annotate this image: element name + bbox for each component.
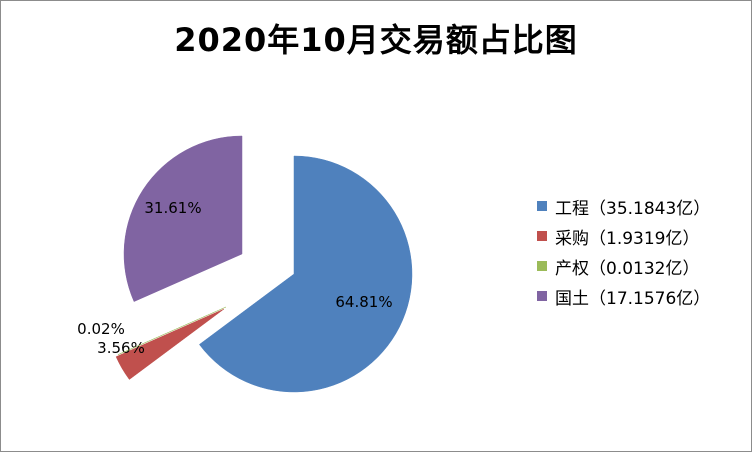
chart-title: 2020年10月交易额占比图 <box>174 21 578 59</box>
pie-slice-采购 <box>115 308 225 380</box>
slice-label-采购: 3.56% <box>97 339 145 357</box>
legend-swatch <box>537 261 547 271</box>
legend-swatch <box>537 201 547 211</box>
slice-label-工程: 64.81% <box>335 293 392 311</box>
legend-swatch <box>537 291 547 301</box>
pie-slice-工程 <box>199 155 413 393</box>
legend-label: 采购（1.9319亿） <box>555 228 700 249</box>
legend-item-产权: 产权（0.0132亿） <box>537 251 710 281</box>
legend-label: 工程（35.1843亿） <box>555 198 711 219</box>
legend-label: 国土（17.1576亿） <box>555 288 711 309</box>
legend-item-国土: 国土（17.1576亿） <box>537 281 710 311</box>
legend-item-采购: 采购（1.9319亿） <box>537 221 710 251</box>
legend-label: 产权（0.0132亿） <box>555 258 700 279</box>
pie-slice-产权 <box>117 306 227 356</box>
slice-label-国土: 31.61% <box>144 199 201 217</box>
legend: 工程（35.1843亿） 采购（1.9319亿） 产权（0.0132亿） 国土（17.… <box>537 191 710 311</box>
slice-label-产权: 0.02% <box>77 320 125 338</box>
legend-item-工程: 工程（35.1843亿） <box>537 191 710 221</box>
pie-slice-国土 <box>123 135 243 302</box>
legend-swatch <box>537 231 547 241</box>
